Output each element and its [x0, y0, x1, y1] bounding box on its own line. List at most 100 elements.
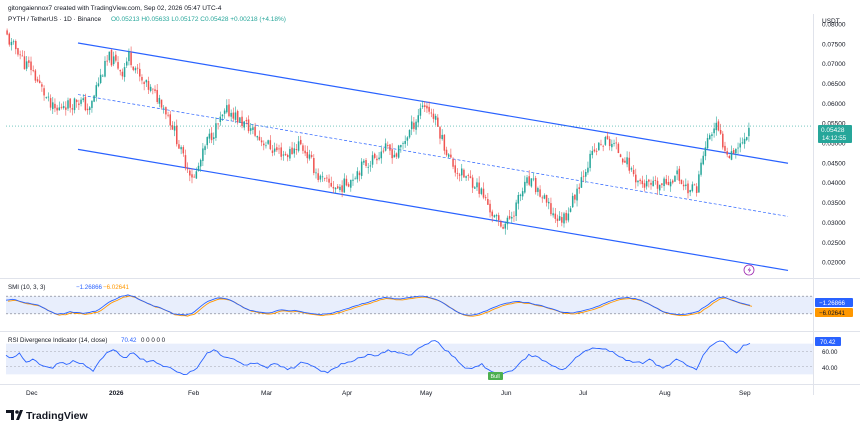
candle-body [23, 56, 26, 70]
candle-body [491, 211, 493, 217]
lightning-icon[interactable] [743, 264, 755, 276]
time-axis: Dec 2026 Feb Mar Apr May Jun Jul Aug Sep [26, 390, 751, 397]
time-tick-label: Sep [739, 390, 751, 397]
candle-body [276, 147, 278, 151]
last-price-value: 0.05428 [821, 127, 845, 134]
price-tick-label: 0.08000 [822, 21, 846, 28]
candle-body [134, 68, 137, 71]
candle-body [437, 117, 439, 127]
price-tick-label: 0.07000 [822, 61, 846, 68]
candle-body [410, 121, 413, 130]
candle-body [391, 149, 393, 159]
candle-body [230, 112, 232, 117]
candle-body [621, 158, 624, 163]
candle-body [493, 215, 496, 218]
candle-body [737, 147, 739, 149]
candle-body [656, 180, 659, 189]
candle-body [86, 108, 89, 111]
candle-body [589, 153, 591, 168]
candle-body [271, 150, 274, 153]
candle-body [254, 126, 256, 136]
candle-body [484, 197, 487, 199]
candle-body [582, 175, 585, 177]
candle-body [125, 61, 128, 66]
candle-body [600, 143, 602, 145]
candle-body [482, 188, 485, 198]
candle-body [567, 213, 570, 221]
candle-body [91, 100, 93, 108]
candle-body [741, 142, 744, 144]
smi-pane [5, 294, 813, 317]
candle-body [480, 188, 483, 194]
candle-body [650, 182, 652, 185]
candle-body [617, 143, 620, 154]
candle-body [519, 194, 522, 196]
currency-label: USDT [822, 18, 840, 25]
candle-body [310, 155, 313, 157]
author-credit: gitongaiennox7 created with TradingView.… [8, 5, 222, 12]
candle-body [341, 185, 343, 192]
candle-body [345, 178, 348, 186]
candle-body [36, 79, 39, 82]
candle-body [102, 75, 104, 77]
candle-body [115, 54, 117, 61]
tradingview-logo[interactable]: TradingView [6, 410, 88, 422]
candle-body [669, 181, 672, 187]
candle-body [304, 150, 306, 154]
candle-body [406, 137, 409, 141]
candle-body [735, 148, 737, 154]
candle-body [550, 203, 552, 215]
candle-body [34, 70, 37, 81]
candle-body [454, 165, 456, 173]
candle-body [208, 133, 211, 139]
candle-body [95, 85, 98, 97]
time-tick-label: Jul [579, 390, 588, 397]
candle-body [54, 103, 56, 109]
time-tick-label: Jun [501, 390, 512, 397]
rsi-extra-values: 0 0 0 0 0 [141, 337, 166, 344]
rsi-tick-40: 40.00 [822, 365, 838, 372]
candle-body [197, 165, 200, 171]
candle-body [580, 177, 583, 188]
candle-body [293, 148, 296, 154]
candle-body [69, 98, 71, 108]
candle-body [263, 143, 265, 146]
candle-body [223, 110, 226, 114]
rsi-line [5, 340, 751, 375]
candle-body [739, 143, 741, 148]
candle-body [404, 141, 406, 144]
candle-body [704, 147, 707, 157]
candle-body [469, 176, 472, 178]
candle-body [352, 179, 354, 181]
time-tick-label: Feb [188, 390, 200, 397]
candle-body [226, 105, 228, 113]
candle-body [332, 186, 335, 189]
candle-body [132, 66, 135, 70]
time-tick-label: Dec [26, 390, 38, 397]
candle-body [695, 186, 698, 193]
candle-body [269, 140, 272, 150]
bar-countdown: 14:12:55 [822, 135, 847, 142]
candle-body [402, 143, 404, 144]
candle-body [178, 144, 180, 149]
candle-body [743, 138, 746, 144]
candle-body [724, 145, 726, 151]
candle-body [726, 151, 728, 155]
candle-body [672, 180, 674, 183]
candle-body [421, 105, 424, 108]
candle-body [613, 143, 615, 144]
candle-body [532, 178, 535, 180]
candle-body [256, 136, 259, 138]
price-tick-label: 0.04500 [822, 160, 846, 167]
candle-body [474, 187, 476, 189]
price-tick-label: 0.06500 [822, 81, 846, 88]
price-tick-label: 0.02500 [822, 240, 846, 247]
candle-body [143, 82, 145, 84]
candle-body [8, 33, 11, 45]
candle-body [443, 134, 446, 151]
candle-body [21, 55, 24, 57]
candle-body [728, 156, 731, 159]
candle-body [626, 157, 628, 165]
candle-body [300, 139, 302, 145]
candle-body [611, 143, 613, 148]
